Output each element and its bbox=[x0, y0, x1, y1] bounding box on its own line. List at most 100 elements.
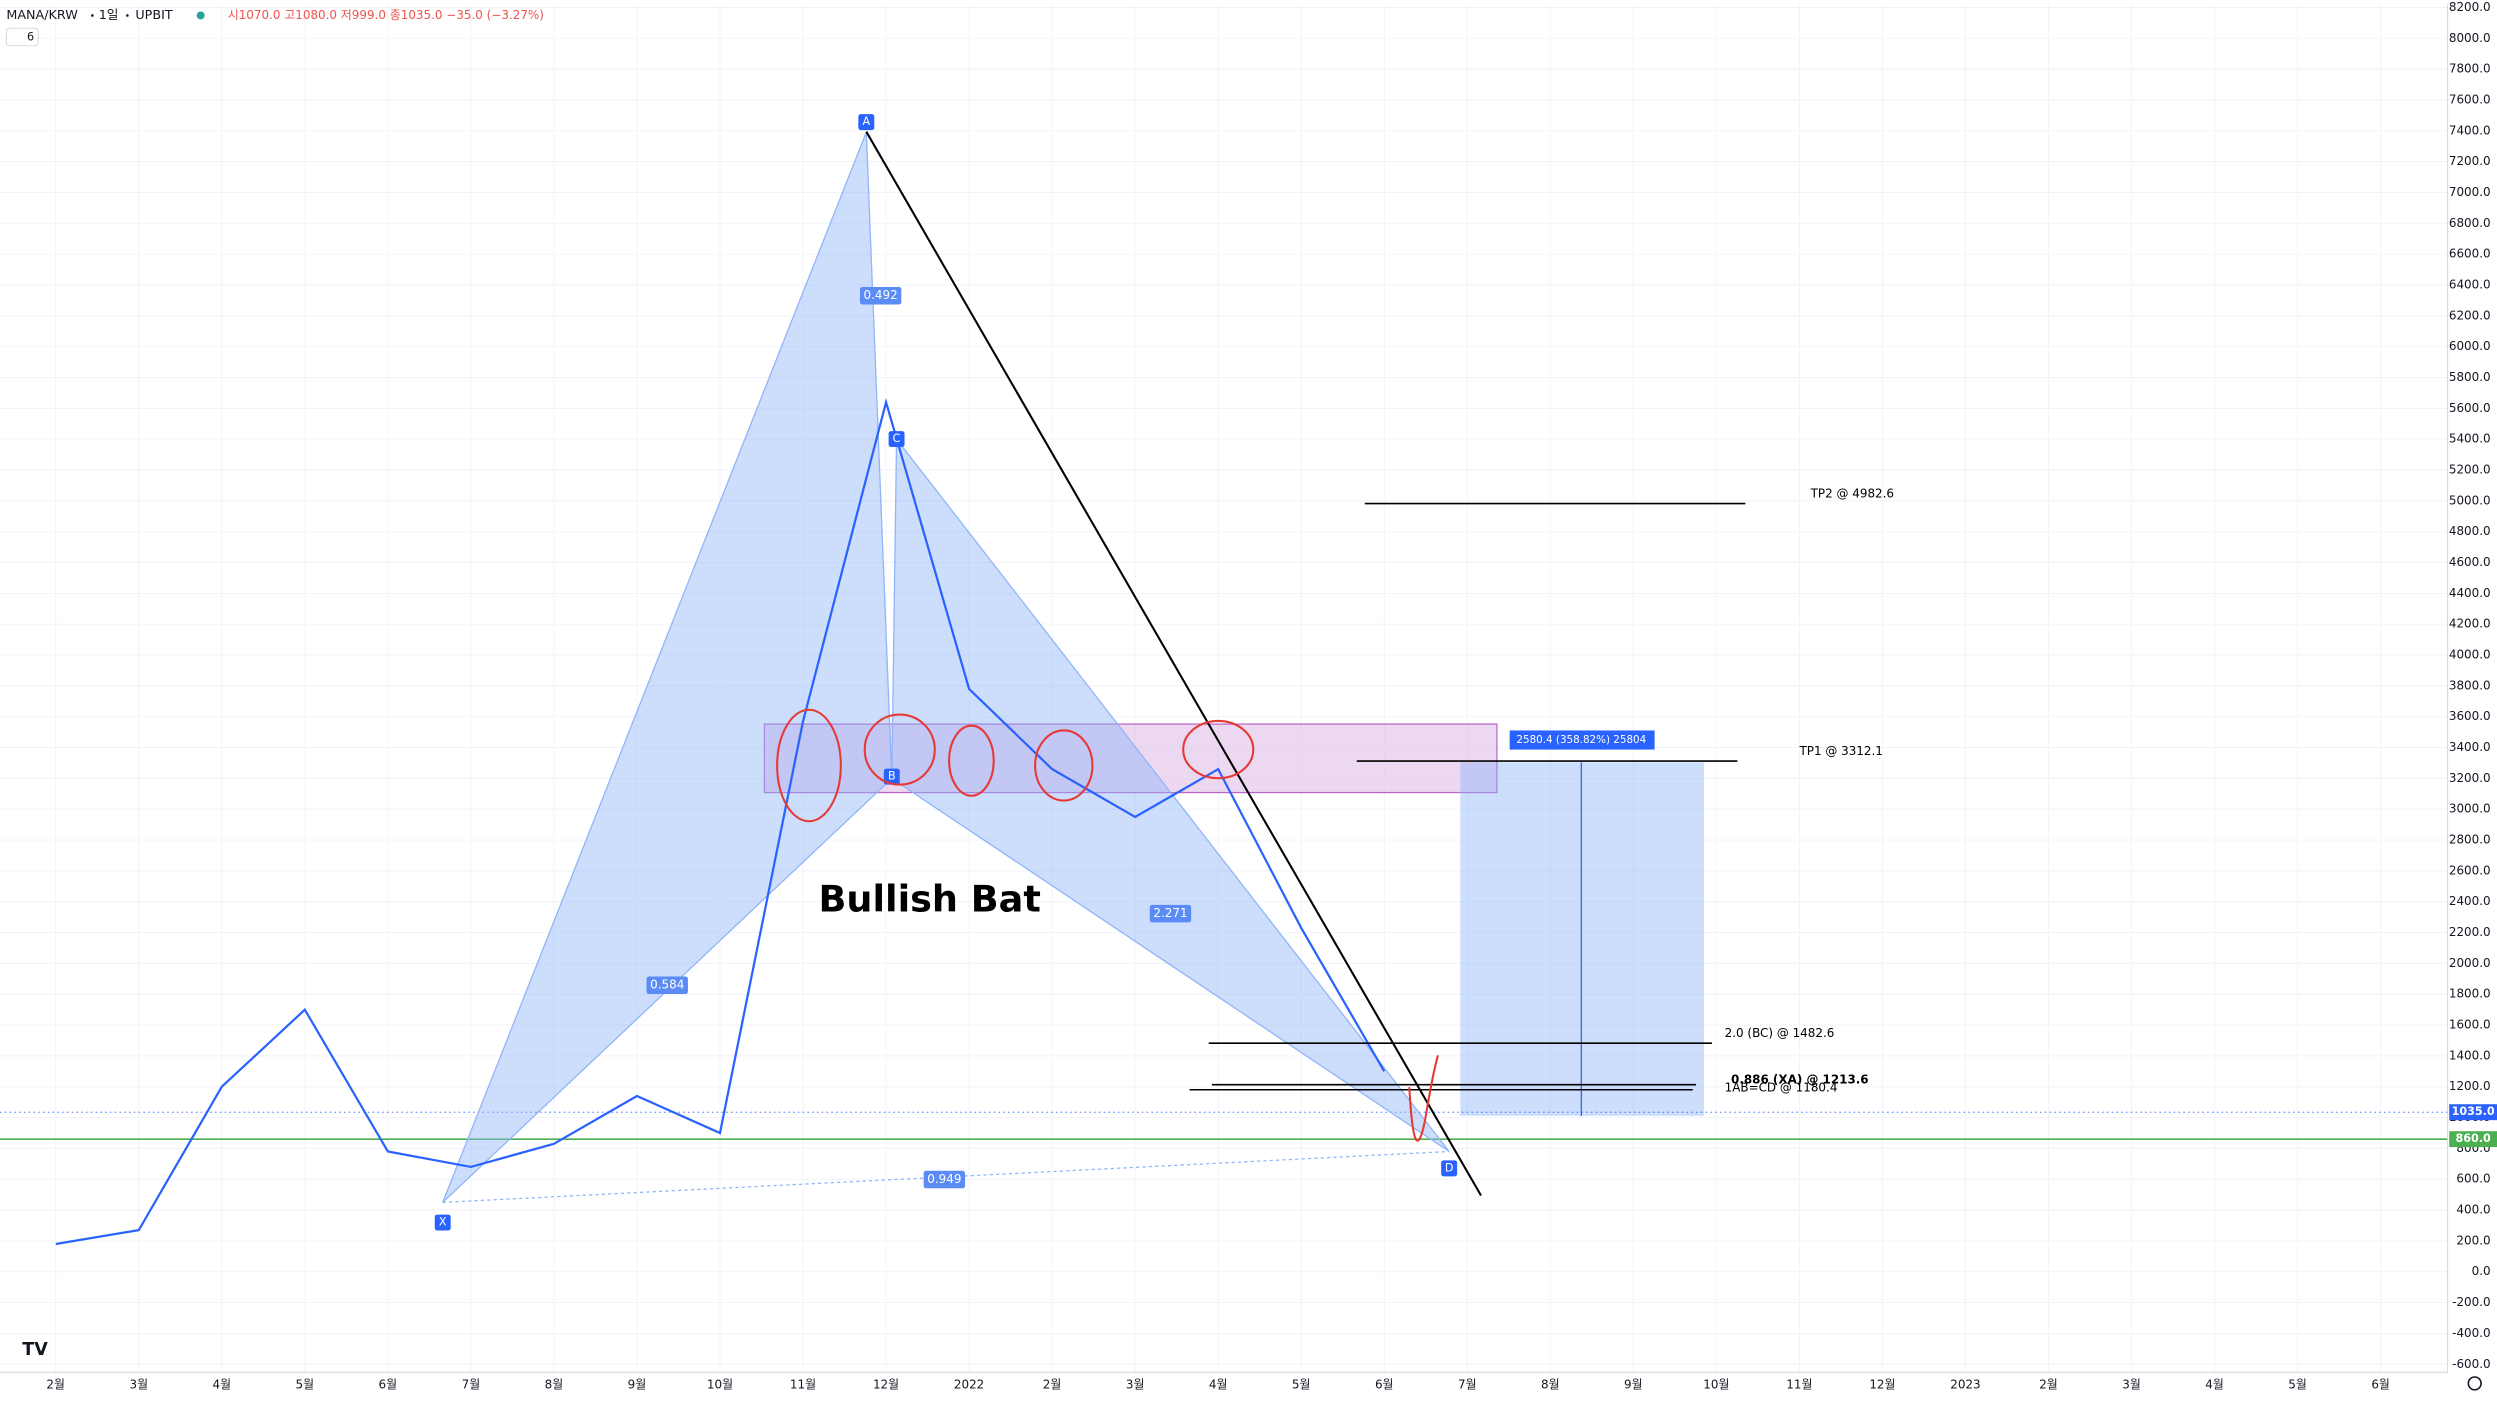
level-label: 0.886 (XA) @ 1213.6 bbox=[1731, 1072, 1869, 1086]
x-tick-label: 7월 bbox=[462, 1377, 481, 1391]
x-tick-label: 2022 bbox=[954, 1377, 984, 1391]
ratio-label: 0.492 bbox=[864, 288, 898, 302]
pattern-title: Bullish Bat bbox=[819, 877, 1041, 920]
price-line-series bbox=[55, 397, 1386, 1246]
ratio-label: 2.271 bbox=[1153, 906, 1187, 920]
x-tick-label: 8월 bbox=[545, 1377, 564, 1391]
x-tick-label: 4월 bbox=[213, 1377, 232, 1391]
point-label: C bbox=[893, 432, 901, 445]
y-tick-label: 7400.0 bbox=[2449, 123, 2491, 137]
y-tick-label: 5200.0 bbox=[2449, 463, 2491, 477]
y-tick-label: -200.0 bbox=[2452, 1295, 2490, 1309]
target-box bbox=[1460, 762, 1704, 1116]
y-tick-label: 2400.0 bbox=[2449, 894, 2491, 908]
y-tick-label: 5000.0 bbox=[2449, 493, 2491, 507]
point-tag bbox=[434, 1214, 451, 1231]
y-tick-label: 7600.0 bbox=[2449, 92, 2491, 106]
y-tick-label: 2800.0 bbox=[2449, 833, 2491, 847]
y-tick-label: 0.0 bbox=[2472, 1264, 2491, 1278]
y-tick-label: 4000.0 bbox=[2449, 648, 2491, 662]
x-tick-label: 9월 bbox=[1624, 1377, 1643, 1391]
x-tick-label: 3월 bbox=[1126, 1377, 1145, 1391]
x-tick-label: 9월 bbox=[628, 1377, 647, 1391]
y-tick-label: 5800.0 bbox=[2449, 370, 2491, 384]
separator bbox=[91, 14, 94, 17]
y-tick-label: 2600.0 bbox=[2449, 863, 2491, 877]
y-tick-label: 6400.0 bbox=[2449, 278, 2491, 292]
y-tick-label: 3200.0 bbox=[2449, 771, 2491, 785]
y-tick-label: 1600.0 bbox=[2449, 1018, 2491, 1032]
interval: 1일 bbox=[99, 8, 119, 23]
x-tick-label: 10월 bbox=[1703, 1377, 1729, 1391]
x-tick-label: 12월 bbox=[873, 1377, 899, 1391]
indicator-toggle[interactable] bbox=[5, 27, 39, 47]
price-tag bbox=[2449, 1131, 2497, 1148]
x-tick-label: 5월 bbox=[1292, 1377, 1311, 1391]
y-axis-bg bbox=[2447, 4, 2497, 1398]
y-tick-label: 7800.0 bbox=[2449, 62, 2491, 76]
x-tick-label: 6월 bbox=[2371, 1377, 2390, 1391]
y-tick-label: 8200.0 bbox=[2449, 0, 2491, 14]
price-tag-label: 860.0 bbox=[2456, 1132, 2491, 1145]
x-tick-label: 2월 bbox=[1043, 1377, 1062, 1391]
y-tick-label: 1800.0 bbox=[2449, 987, 2491, 1001]
price-tag bbox=[2449, 1104, 2497, 1121]
y-tick-label: 4200.0 bbox=[2449, 617, 2491, 631]
point-label: B bbox=[888, 770, 896, 783]
x-tick-label: 2월 bbox=[2039, 1377, 2058, 1391]
y-tick-label: 2200.0 bbox=[2449, 925, 2491, 939]
y-tick-label: 7000.0 bbox=[2449, 185, 2491, 199]
exchange: UPBIT bbox=[135, 8, 172, 23]
point-tag bbox=[1441, 1160, 1458, 1177]
x-tick-label: 11월 bbox=[1786, 1377, 1812, 1391]
x-tick-label: 5월 bbox=[2288, 1377, 2307, 1391]
ratio-label: 0.949 bbox=[927, 1172, 961, 1186]
logo: TV bbox=[22, 1340, 48, 1360]
y-tick-label: 3400.0 bbox=[2449, 740, 2491, 754]
y-tick-label: -400.0 bbox=[2452, 1326, 2490, 1340]
y-tick-label: 6000.0 bbox=[2449, 339, 2491, 353]
ratio-tag bbox=[923, 1170, 966, 1189]
ratio-tag bbox=[859, 286, 902, 305]
x-tick-label: 12월 bbox=[1869, 1377, 1895, 1391]
point-label: D bbox=[1445, 1161, 1454, 1174]
price-tag-label: 1035.0 bbox=[2452, 1105, 2495, 1118]
x-tick-label: 8월 bbox=[1541, 1377, 1560, 1391]
point-tag bbox=[888, 431, 905, 448]
circles bbox=[776, 708, 1439, 1142]
x-tick-label: 6월 bbox=[379, 1377, 398, 1391]
y-tick-label: 7200.0 bbox=[2449, 154, 2491, 168]
y-tick-label: 400.0 bbox=[2456, 1203, 2490, 1217]
y-tick-label: 4800.0 bbox=[2449, 524, 2491, 538]
ratio-label: 0.584 bbox=[650, 978, 684, 992]
y-tick-label: 3000.0 bbox=[2449, 802, 2491, 816]
circle bbox=[948, 724, 995, 797]
x-tick-label: 7월 bbox=[1458, 1377, 1477, 1391]
x-tick-label: 2023 bbox=[1950, 1377, 1980, 1391]
x-tick-label: 10월 bbox=[707, 1377, 733, 1391]
y-tick-label: 200.0 bbox=[2456, 1233, 2490, 1247]
y-tick-label: -600.0 bbox=[2452, 1357, 2490, 1371]
point-tag bbox=[883, 768, 900, 785]
separator bbox=[126, 14, 129, 17]
x-tick-label: 3월 bbox=[2122, 1377, 2141, 1391]
y-tick-label: 2000.0 bbox=[2449, 956, 2491, 970]
point-tag bbox=[858, 114, 875, 131]
y-tick-label: 3800.0 bbox=[2449, 678, 2491, 692]
ratio-tag bbox=[1149, 904, 1192, 923]
y-tick-label: 8000.0 bbox=[2449, 31, 2491, 45]
status-dot bbox=[196, 11, 205, 20]
x-tick-label: 3월 bbox=[129, 1377, 148, 1391]
x-axis-bg bbox=[0, 1372, 2497, 1398]
symbol: MANA/KRW bbox=[6, 8, 78, 23]
circle bbox=[863, 713, 936, 786]
settings[interactable] bbox=[2467, 1376, 2482, 1391]
trendline bbox=[865, 131, 1482, 1196]
x-tick-label: 6월 bbox=[1375, 1377, 1394, 1391]
ohlc: 시1070.0 고1080.0 저999.0 종1035.0 −35.0 (−3… bbox=[228, 8, 544, 22]
point-label: X bbox=[439, 1216, 447, 1229]
x-tick-label: 5월 bbox=[296, 1377, 315, 1391]
level-label: TP2 @ 4982.6 bbox=[1810, 486, 1894, 500]
background bbox=[0, 4, 2497, 1398]
